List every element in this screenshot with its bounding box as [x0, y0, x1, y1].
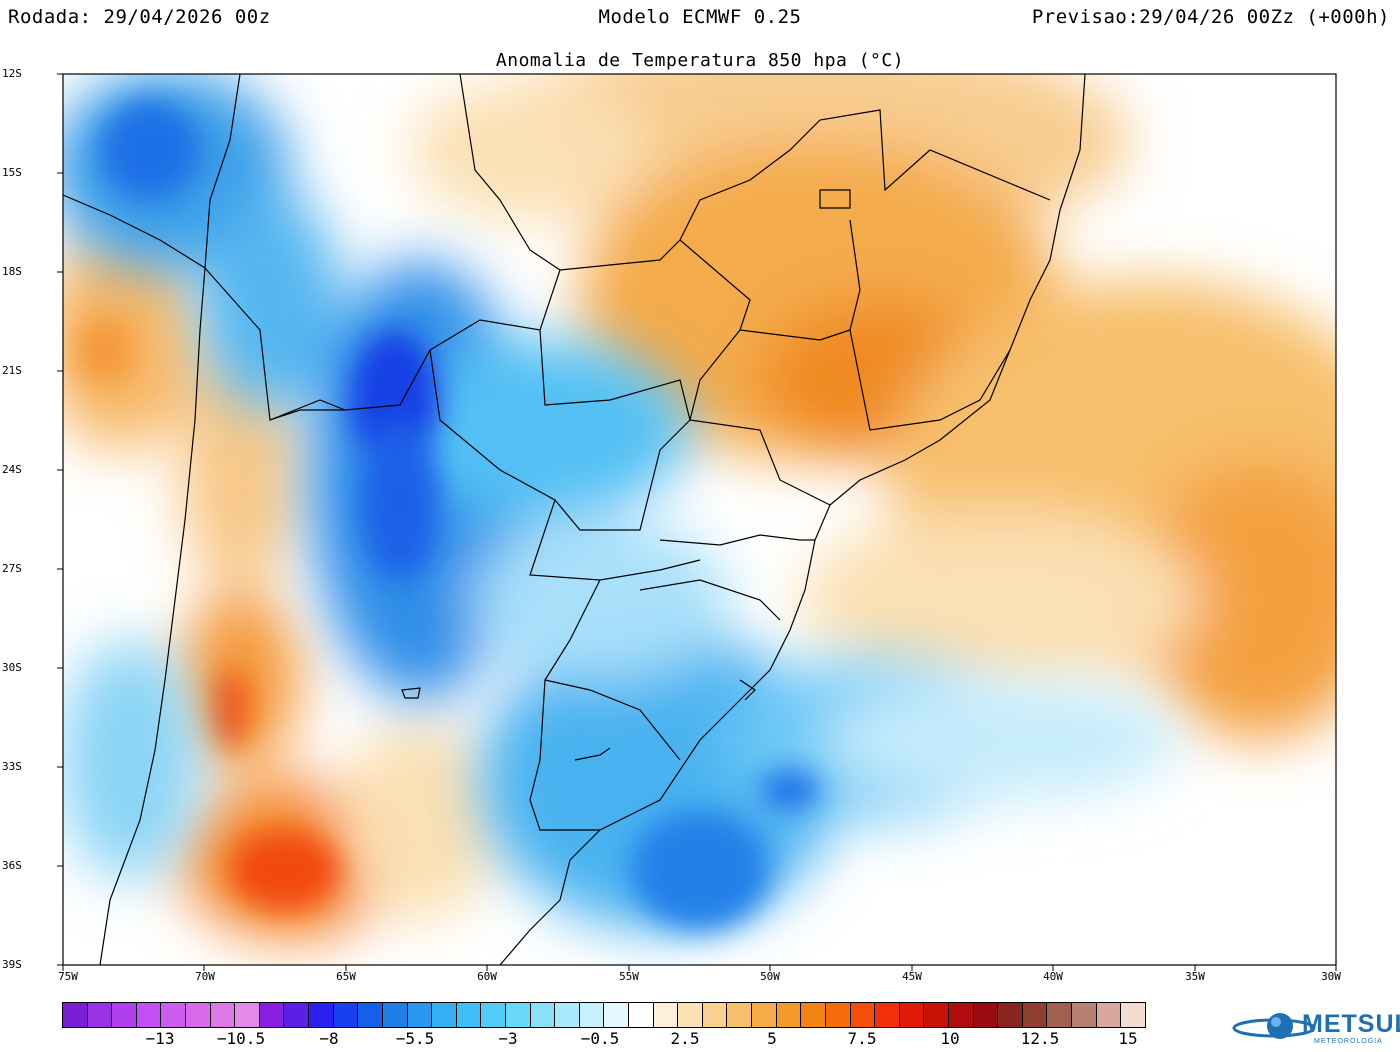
legend-color-cell: [604, 1003, 630, 1027]
color-legend: [62, 1002, 1146, 1028]
legend-label: −5.5: [395, 1029, 435, 1048]
legend-color-cell: [161, 1003, 187, 1027]
legend-color-cell: [407, 1003, 433, 1027]
legend-color-cell: [1121, 1003, 1145, 1027]
lon-label: 30W: [1321, 970, 1341, 983]
anomaly-map: [57, 73, 1337, 971]
map-title: Anomalia de Temperatura 850 hpa (°C): [495, 50, 905, 71]
legend-label: −13: [145, 1029, 175, 1048]
lat-label: 15S: [2, 166, 22, 179]
legend-label: 2.5: [670, 1029, 700, 1048]
legend-color-cell: [382, 1003, 408, 1027]
lat-label: 12S: [2, 67, 22, 80]
lat-label: 30S: [2, 661, 22, 674]
legend-color-cell: [1096, 1003, 1122, 1027]
legend-color-cell: [87, 1003, 113, 1027]
legend-color-cell: [678, 1003, 703, 1027]
legend-color-cell: [727, 1003, 753, 1027]
legend-color-cell: [825, 1003, 851, 1027]
map-frame: [62, 73, 1337, 966]
lon-label: 70W: [195, 970, 215, 983]
metsul-logo: [1232, 1013, 1316, 1039]
legend-color-cell: [1071, 1003, 1097, 1027]
lat-label: 39S: [2, 958, 22, 971]
legend-color-cell: [284, 1003, 310, 1027]
lat-label: 18S: [2, 265, 22, 278]
model-name-label: Modelo ECMWF 0.25: [598, 6, 802, 28]
legend-color-cell: [653, 1003, 679, 1027]
legend-color-cell: [63, 1003, 88, 1027]
lon-label: 75W: [58, 970, 78, 983]
logo-name: METSUL: [1302, 1010, 1400, 1038]
lon-label: 45W: [902, 970, 922, 983]
legend-color-cell: [801, 1003, 826, 1027]
legend-color-cell: [1022, 1003, 1048, 1027]
lon-label: 50W: [760, 970, 780, 983]
lon-ticks: [62, 965, 1337, 971]
legend-color-cell: [432, 1003, 457, 1027]
lat-label: 27S: [2, 562, 22, 575]
legend-color-cell: [875, 1003, 900, 1027]
legend-color-cell: [555, 1003, 580, 1027]
legend-color-cell: [259, 1003, 285, 1027]
legend-color-cell: [752, 1003, 777, 1027]
legend-label: 5: [767, 1029, 777, 1048]
legend-color-cell: [899, 1003, 925, 1027]
legend-color-cell: [629, 1003, 654, 1027]
legend-color-cell: [136, 1003, 162, 1027]
legend-color-cell: [505, 1003, 531, 1027]
logo-subtitle: METEOROLOGIA: [1314, 1038, 1383, 1045]
legend-color-cell: [309, 1003, 334, 1027]
anomaly-field: [63, 74, 1336, 965]
legend-color-cell: [973, 1003, 999, 1027]
lon-label: 35W: [1185, 970, 1205, 983]
legend-label: 7.5: [847, 1029, 877, 1048]
legend-label: −3: [498, 1029, 518, 1048]
run-time-label: Rodada: 29/04/2026 00z: [8, 6, 271, 28]
legend-color-cell: [579, 1003, 605, 1027]
legend-color-cell: [850, 1003, 876, 1027]
legend-color-cell: [948, 1003, 974, 1027]
legend-label: 10: [940, 1029, 960, 1048]
legend-color-cell: [112, 1003, 137, 1027]
lat-label: 33S: [2, 760, 22, 773]
forecast-time-label: Previsao:29/04/26 00Zz (+000h): [1031, 6, 1390, 28]
lat-label: 21S: [2, 364, 22, 377]
lat-label: 36S: [2, 859, 22, 872]
legend-color-cell: [924, 1003, 949, 1027]
lon-label: 55W: [619, 970, 639, 983]
legend-color-cell: [530, 1003, 556, 1027]
legend-color-cell: [1047, 1003, 1072, 1027]
legend-label: −8: [319, 1029, 339, 1048]
legend-color-cell: [998, 1003, 1023, 1027]
legend-label: −10.5: [216, 1029, 266, 1048]
lon-label: 65W: [336, 970, 356, 983]
lon-label: 60W: [477, 970, 497, 983]
lat-label: 24S: [2, 463, 22, 476]
legend-color-cell: [776, 1003, 802, 1027]
legend-label: 12.5: [1020, 1029, 1060, 1048]
legend-color-cell: [702, 1003, 728, 1027]
legend-color-cell: [481, 1003, 506, 1027]
legend-color-cell: [235, 1003, 260, 1027]
legend-color-cell: [358, 1003, 383, 1027]
legend-color-cell: [186, 1003, 211, 1027]
color-legend-bar: [62, 1002, 1146, 1028]
legend-color-cell: [210, 1003, 236, 1027]
country-borders: [63, 74, 1086, 965]
legend-label: −0.5: [580, 1029, 620, 1048]
legend-color-cell: [456, 1003, 482, 1027]
legend-label: 15: [1118, 1029, 1138, 1048]
lat-ticks: [57, 73, 63, 966]
lon-label: 40W: [1043, 970, 1063, 983]
legend-color-cell: [333, 1003, 359, 1027]
